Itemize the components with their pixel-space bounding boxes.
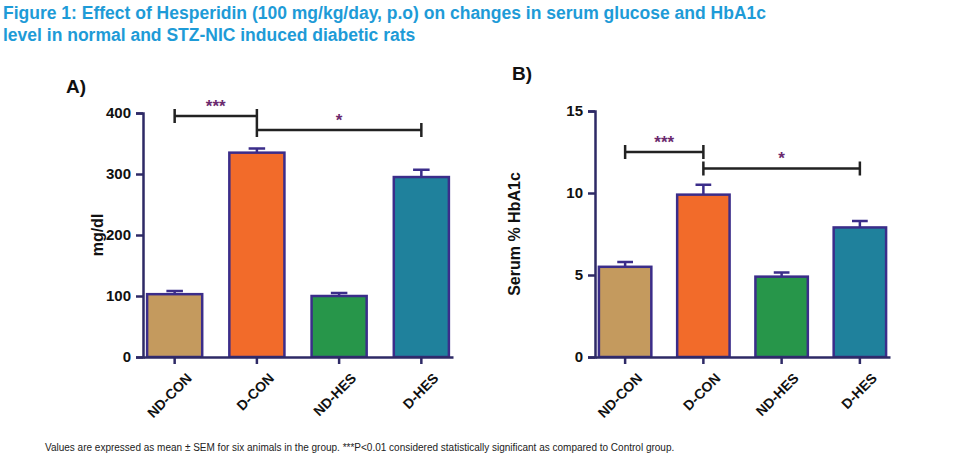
x-tick-mark — [780, 357, 783, 364]
bar — [677, 195, 729, 357]
x-tick: ND-CON — [594, 357, 645, 421]
x-tick: ND-HES — [753, 357, 802, 419]
error-bar — [696, 185, 712, 195]
error-bar — [249, 148, 266, 152]
y-tick-mark — [588, 192, 595, 195]
x-tick: D-HES — [399, 357, 441, 412]
chart-panel: 0100200300400ND-COND-CONND-HESD-HES**** — [106, 97, 454, 421]
y-tick-label: 400 — [106, 104, 131, 121]
title-line: Figure 1: Effect of Hesperidin (100 mg/k… — [3, 3, 766, 23]
error-bar — [774, 273, 790, 277]
error-bar — [331, 293, 348, 296]
x-axis: ND-CON D-CON ND-HES D-HES — [594, 357, 890, 421]
x-tick-mark — [173, 357, 176, 364]
x-tick-mark — [624, 357, 627, 364]
figure: Figure 1: Effect of Hesperidin (100 mg/k… — [0, 0, 955, 469]
y-tick: 10 — [566, 184, 595, 201]
x-tick-label: ND-HES — [310, 370, 359, 419]
y-tick: 0 — [575, 348, 595, 365]
y-axis-title: Serum % HbA1c — [506, 172, 523, 296]
y-tick-label: 200 — [106, 226, 131, 243]
y-tick-label: 0 — [123, 348, 131, 365]
y-tick: 200 — [106, 226, 143, 243]
y-tick: 5 — [575, 266, 595, 283]
error-bar — [166, 291, 183, 294]
x-tick-mark — [256, 357, 259, 364]
bar — [755, 277, 807, 357]
x-tick: D-CON — [233, 357, 277, 414]
error-bar — [617, 262, 633, 267]
y-tick: 300 — [106, 165, 143, 182]
figure-title: Figure 1: Effect of Hesperidin (100 mg/k… — [3, 3, 766, 45]
bar — [394, 177, 449, 357]
significance-label: *** — [654, 133, 674, 152]
x-tick-mark — [702, 357, 705, 364]
y-axis-line — [588, 112, 596, 358]
y-tick-mark — [588, 356, 595, 359]
y-tick-label: 300 — [106, 165, 131, 182]
y-tick-mark — [588, 274, 595, 277]
footnote: Values are expressed as mean ± SEM for s… — [45, 442, 674, 453]
bar — [599, 267, 651, 357]
y-tick: 100 — [106, 287, 143, 304]
y-tick-label: 0 — [575, 348, 583, 365]
x-tick-label: ND-CON — [144, 370, 195, 421]
y-tick-mark — [588, 110, 595, 113]
x-tick-label: D-CON — [680, 370, 724, 414]
significance-label: * — [336, 111, 343, 130]
error-bar — [852, 221, 868, 228]
y-tick-label: 5 — [575, 266, 583, 283]
y-tick-label: 100 — [106, 287, 131, 304]
y-axis-title: mg/dl — [89, 214, 106, 257]
x-tick: D-CON — [680, 357, 724, 414]
error-bar — [413, 170, 430, 177]
x-tick: ND-HES — [310, 357, 359, 419]
y-tick-mark — [136, 173, 143, 176]
y-tick-mark — [136, 356, 143, 359]
x-tick-label: ND-CON — [594, 370, 645, 421]
x-tick-label: D-CON — [233, 370, 277, 414]
panel-label: B) — [512, 63, 532, 84]
y-tick: 0 — [123, 348, 143, 365]
x-tick-label: D-HES — [838, 370, 880, 412]
x-tick-mark — [859, 357, 862, 364]
y-axis-line — [136, 114, 144, 358]
y-tick-mark — [136, 112, 143, 115]
bar — [312, 296, 367, 357]
y-tick-label: 15 — [566, 102, 583, 119]
x-tick-label: ND-HES — [753, 370, 802, 419]
plot-area — [599, 185, 886, 357]
y-tick: 15 — [566, 102, 595, 119]
y-tick-mark — [136, 295, 143, 298]
x-axis-line — [144, 356, 454, 359]
panel-label: A) — [66, 76, 86, 97]
title-line: level in normal and STZ-NIC induced diab… — [3, 25, 416, 45]
y-tick-label: 10 — [566, 184, 583, 201]
y-axis: 0 5 10 15 — [566, 102, 595, 365]
bar — [229, 153, 284, 357]
chart-panel: 051015ND-COND-CONND-HESD-HES**** — [566, 102, 890, 421]
x-tick: ND-CON — [144, 357, 195, 421]
x-axis: ND-CON D-CON ND-HES D-HES — [144, 357, 454, 421]
x-axis-line — [596, 356, 891, 359]
x-tick-label: D-HES — [399, 370, 441, 412]
significance-label: * — [778, 149, 785, 168]
x-tick-mark — [338, 357, 341, 364]
x-tick: D-HES — [838, 357, 880, 412]
bar — [834, 227, 886, 357]
plot-area — [147, 148, 449, 357]
bar — [147, 294, 202, 357]
significance-label: *** — [206, 97, 226, 116]
x-tick-mark — [420, 357, 423, 364]
y-tick-mark — [136, 234, 143, 237]
y-axis: 0 100 200 300 400 — [106, 104, 144, 365]
y-tick: 400 — [106, 104, 143, 121]
